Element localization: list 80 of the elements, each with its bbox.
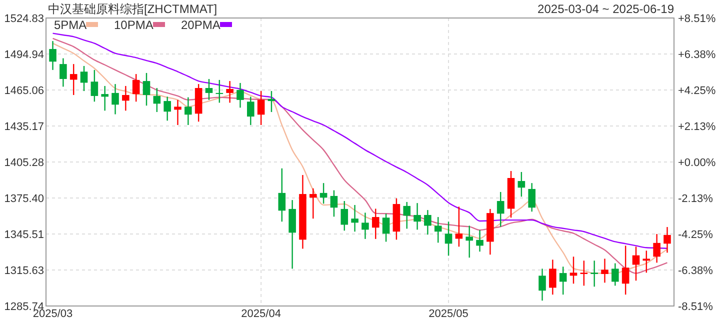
candlestick	[372, 208, 380, 240]
candlestick	[112, 83, 119, 115]
candlestick	[622, 245, 630, 296]
candlestick	[164, 96, 171, 122]
candlestick	[434, 216, 442, 244]
y2-tick-label: -2.13%	[678, 192, 714, 205]
y-tick-label: 1435.17	[4, 120, 44, 133]
y-tick-label: 1524.83	[4, 12, 44, 25]
candlestick	[518, 171, 526, 198]
candlestick	[414, 202, 421, 230]
candlestick	[70, 63, 78, 96]
candlestick	[216, 79, 224, 104]
candlestick	[570, 256, 578, 284]
candlestick	[528, 182, 536, 212]
y2-tick-label: -4.25%	[678, 228, 714, 241]
y2-tick-label: +2.13%	[678, 120, 716, 133]
x-tick-label: 2025/04	[241, 308, 281, 320]
candlestick	[403, 201, 411, 230]
y2-tick-label: +4.25%	[678, 84, 716, 97]
y2-tick-label: -6.38%	[678, 264, 714, 277]
legend-label: 20PMA	[181, 18, 220, 32]
chart-subtitle: 2025-03-04 ~ 2025-06-19	[538, 2, 674, 16]
y2-tick-label: -8.51%	[678, 300, 714, 313]
y2-tick-label: +6.38%	[678, 48, 716, 61]
candlestick	[184, 96, 192, 126]
candlestick	[226, 80, 234, 104]
candlestick	[49, 40, 56, 71]
x-tick-label: 2025/05	[428, 308, 468, 320]
y2-tick-label: +0.00%	[678, 156, 716, 169]
candlestick	[132, 73, 140, 102]
y-tick-label: 1345.51	[4, 228, 44, 241]
candlestick	[466, 225, 473, 258]
candlestick	[351, 204, 358, 232]
candlestick	[101, 85, 108, 112]
candlestick	[288, 199, 296, 270]
candlestick	[476, 229, 484, 252]
candlestick	[642, 250, 650, 274]
candlestick	[362, 212, 369, 240]
candlestick	[257, 90, 265, 126]
y-tick-label: 1375.40	[4, 192, 44, 205]
chart-title: 中汉基础原料综指[ZHCTMMAT]	[48, 2, 218, 16]
candlestick	[122, 85, 130, 112]
candlestick	[153, 87, 161, 113]
candlestick	[612, 262, 619, 286]
legend-label: 5PMA	[54, 18, 87, 32]
candlestick	[174, 99, 182, 126]
y-tick-label: 1494.94	[4, 48, 44, 61]
candlestick	[247, 96, 254, 126]
y-tick-label: 1405.28	[4, 156, 44, 169]
candlestick	[496, 191, 504, 228]
candlestick	[601, 258, 608, 284]
candlestick	[236, 82, 244, 108]
candlestick	[205, 78, 213, 101]
candlestick	[330, 190, 338, 218]
candlestick	[309, 188, 317, 220]
candlestick	[559, 266, 567, 296]
candlestick	[424, 209, 432, 236]
candlestick	[444, 221, 452, 256]
candlestick	[590, 260, 598, 288]
candlestick	[60, 58, 67, 88]
legend-label: 10PMA	[114, 18, 154, 32]
candlestick	[664, 226, 671, 254]
candlestick	[80, 65, 88, 92]
y-tick-label: 1465.06	[4, 84, 44, 97]
candlestick	[632, 246, 640, 282]
candlestick	[320, 182, 328, 204]
y-tick-label: 1315.63	[4, 264, 44, 277]
candlestick	[580, 260, 588, 286]
candlestick	[653, 233, 660, 264]
x-tick-label: 2025/03	[32, 308, 73, 320]
candlestick	[455, 206, 463, 248]
candlestick	[382, 213, 390, 242]
candlestick	[90, 69, 98, 102]
candlestick	[278, 168, 286, 222]
candlestick	[538, 268, 546, 302]
candlestick	[549, 259, 556, 296]
candlestick	[142, 72, 150, 106]
y2-tick-label: +8.51%	[678, 12, 716, 25]
candlestick	[340, 200, 348, 232]
candlestick	[268, 90, 276, 113]
